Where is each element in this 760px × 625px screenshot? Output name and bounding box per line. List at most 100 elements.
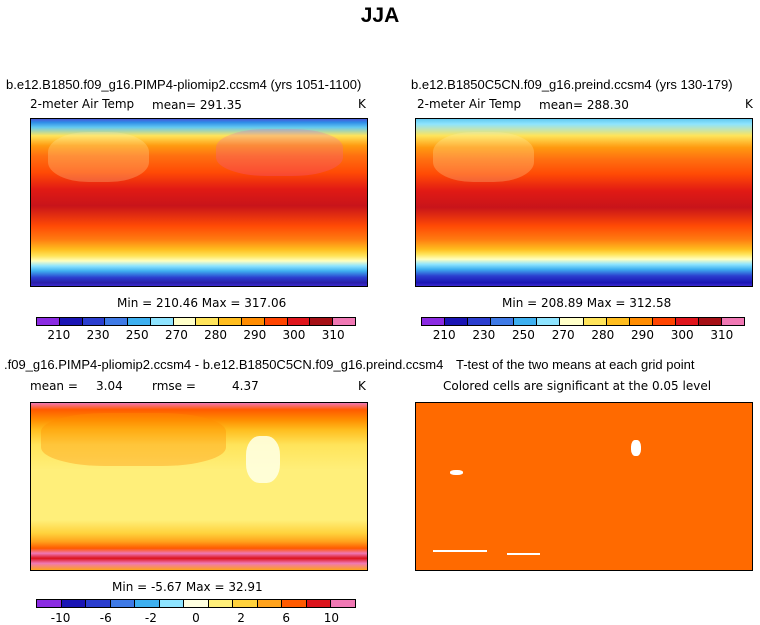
colorbar-swatch <box>331 600 355 607</box>
panel1-map <box>30 118 368 287</box>
colorbar-swatch <box>445 318 469 325</box>
panel4-map <box>415 402 753 571</box>
colorbar-tick-label: 250 <box>512 328 535 342</box>
colorbar-swatch <box>514 318 538 325</box>
colorbar-swatch <box>135 600 160 607</box>
colorbar-tick-label: 290 <box>243 328 267 342</box>
panel2-colorbar <box>421 317 745 326</box>
panel3-pacific-shade <box>246 436 280 484</box>
colorbar-tick-label: 230 <box>472 328 496 342</box>
panel1-minmax: Min = 210.46 Max = 317.06 <box>117 296 287 310</box>
colorbar-swatch <box>333 318 355 325</box>
panel3-colorbar <box>36 599 356 608</box>
colorbar-swatch <box>82 318 106 325</box>
colorbar-swatch <box>629 318 653 325</box>
colorbar-tick-label: 280 <box>204 328 228 342</box>
colorbar-tick-label: 300 <box>670 328 694 342</box>
colorbar-swatch <box>560 318 584 325</box>
colorbar-tick-label: 270 <box>164 328 188 342</box>
colorbar-swatch <box>606 318 630 325</box>
panel3-case-title: .f09_g16.PIMP4-pliomip2.ccsm4 - b.e12.B1… <box>4 357 444 372</box>
colorbar-swatch <box>310 318 334 325</box>
colorbar-tick-label: 300 <box>282 328 306 342</box>
panel3-mean-value: 3.04 <box>96 379 123 393</box>
colorbar-tick-label: 0 <box>192 611 200 625</box>
colorbar-swatch <box>37 318 60 325</box>
colorbar-tick-label: 310 <box>321 328 345 342</box>
panel1-variable: 2-meter Air Temp <box>30 97 135 111</box>
panel4-insignificant-cell <box>506 553 541 555</box>
colorbar-tick-label: 210 <box>47 328 71 342</box>
colorbar-swatch <box>59 318 83 325</box>
panel2-units: K <box>745 97 753 111</box>
colorbar-tick-label: 290 <box>631 328 654 342</box>
colorbar-swatch <box>491 318 515 325</box>
panel2-land-shade <box>432 132 534 183</box>
colorbar-swatch <box>196 318 220 325</box>
colorbar-tick-label: 310 <box>710 328 734 342</box>
colorbar-tick-label: 270 <box>551 328 575 342</box>
panel2-case-title: b.e12.B1850C5CN.f09_g16.preind.ccsm4 (yr… <box>411 77 733 92</box>
colorbar-swatch <box>257 600 283 607</box>
colorbar-swatch <box>306 600 332 607</box>
panel1-case-title: b.e12.B1850.f09_g16.PIMP4-pliomip2.ccsm4… <box>6 77 362 92</box>
colorbar-tick-label: 6 <box>282 611 291 625</box>
colorbar-swatch <box>675 318 699 325</box>
panel4-subtitle: Colored cells are significant at the 0.0… <box>443 379 712 393</box>
colorbar-swatch <box>208 600 234 607</box>
colorbar-swatch <box>652 318 676 325</box>
colorbar-swatch <box>583 318 607 325</box>
colorbar-swatch <box>159 600 185 607</box>
panel2-minmax: Min = 208.89 Max = 312.58 <box>502 296 672 310</box>
colorbar-swatch <box>184 600 209 607</box>
colorbar-tick-label: 210 <box>432 328 456 342</box>
colorbar-tick-label: 10 <box>323 611 340 625</box>
colorbar-tick-label: 2 <box>237 611 245 625</box>
colorbar-swatch <box>110 600 136 607</box>
colorbar-swatch <box>105 318 129 325</box>
colorbar-tick-label: -2 <box>144 611 157 625</box>
colorbar-tick-label: 250 <box>125 328 149 342</box>
panel4-insignificant-cell <box>432 549 487 552</box>
panel2-mean: mean= 288.30 <box>539 98 629 112</box>
panel4-insignificant-cell <box>631 439 642 457</box>
panel3-units: K <box>358 379 366 393</box>
colorbar-swatch <box>537 318 561 325</box>
figure-title: JJA <box>360 4 400 27</box>
panel1-colorbar-ticks: 210 230 250 270 280 290 300 310 <box>36 328 356 342</box>
panel1-mean: mean= 291.35 <box>152 98 242 112</box>
panel2-map <box>415 118 753 287</box>
panel1-land-shade <box>215 129 344 176</box>
colorbar-swatch <box>282 600 307 607</box>
panel3-rmse-value: 4.37 <box>232 379 259 393</box>
panel4-insignificant-cell <box>449 469 464 475</box>
colorbar-swatch <box>264 318 288 325</box>
panel2-variable: 2-meter Air Temp <box>417 97 522 111</box>
colorbar-tick-label: -6 <box>99 611 112 625</box>
colorbar-swatch <box>37 600 62 607</box>
colorbar-tick-label: 230 <box>86 328 110 342</box>
panel3-map <box>30 402 368 571</box>
panel3-rmse-label: rmse = <box>152 379 196 393</box>
colorbar-swatch <box>422 318 446 325</box>
panel1-units: K <box>358 97 366 111</box>
colorbar-swatch <box>242 318 265 325</box>
panel4-title: T-test of the two means at each grid poi… <box>456 357 695 372</box>
colorbar-swatch <box>150 318 174 325</box>
colorbar-swatch <box>468 318 492 325</box>
colorbar-swatch <box>219 318 243 325</box>
colorbar-swatch <box>287 318 311 325</box>
colorbar-swatch <box>173 318 197 325</box>
colorbar-swatch <box>61 600 87 607</box>
panel3-colorbar-ticks: -10 -6 -2 0 2 6 10 <box>36 611 356 625</box>
colorbar-swatch <box>233 600 258 607</box>
colorbar-swatch <box>698 318 723 325</box>
colorbar-swatch <box>722 318 745 325</box>
colorbar-tick-label: -10 <box>50 611 71 625</box>
panel3-mean-label: mean = <box>30 379 78 393</box>
colorbar-tick-label: 280 <box>591 328 615 342</box>
panel1-colorbar <box>36 317 356 326</box>
panel2-colorbar-ticks: 210 230 250 270 280 290 300 310 <box>421 328 745 342</box>
colorbar-swatch <box>128 318 151 325</box>
panel1-land-shade <box>47 132 149 183</box>
